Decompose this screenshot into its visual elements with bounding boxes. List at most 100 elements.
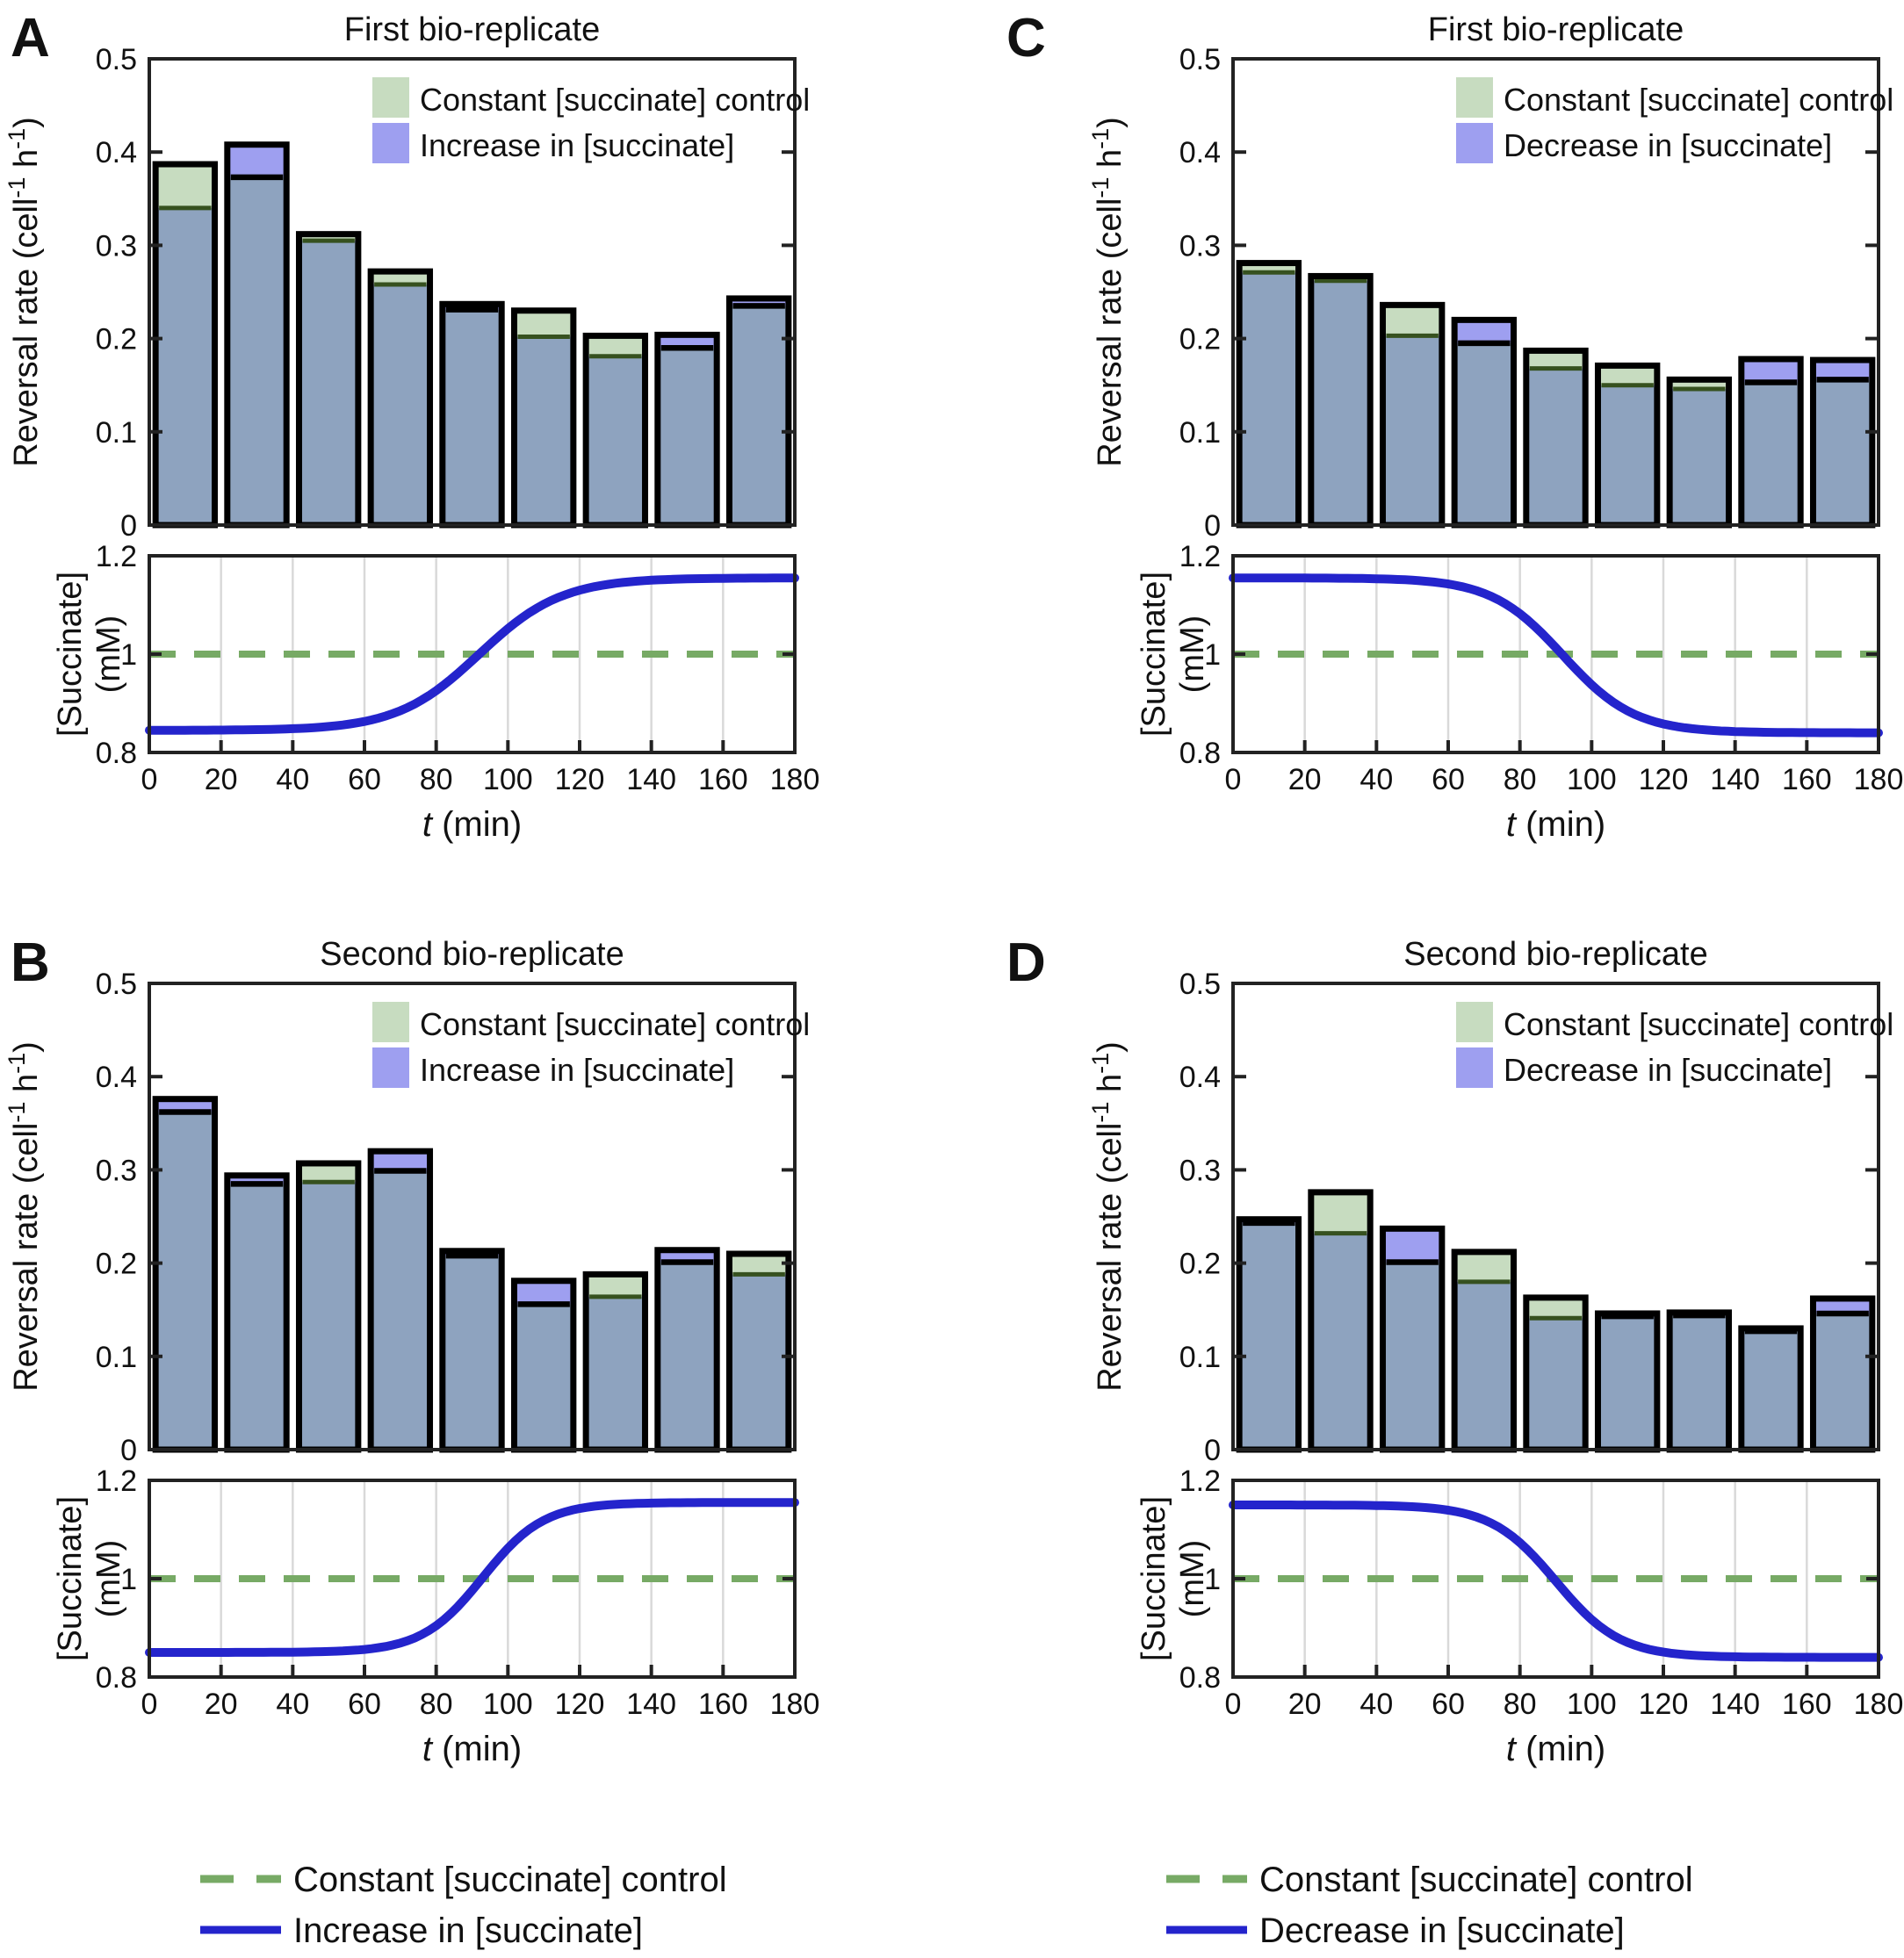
y-tick-label: 1.2 (96, 1465, 137, 1498)
bottom-legend-right: Constant [succinate] control Decrease in … (1166, 1861, 1693, 1950)
y-tick-label: 1.2 (1179, 1465, 1221, 1498)
bar-group (295, 1160, 362, 1453)
bar-overlap (442, 309, 502, 525)
bar-overlap (299, 1182, 358, 1450)
legend-swatch-control (1456, 1002, 1493, 1042)
y-tick-label: 0.3 (1179, 229, 1221, 263)
bar-overlap (155, 207, 215, 526)
bar-treatment-top (227, 144, 287, 177)
bar-group (510, 1278, 577, 1453)
bar-overlap (1670, 1315, 1729, 1450)
bar-group (1308, 272, 1374, 529)
bar-legend: Constant [succinate] control Increase in … (372, 1002, 810, 1088)
x-tick-label: 40 (1359, 1688, 1393, 1721)
bar-overlap (1813, 379, 1872, 525)
y-tick-label: 0.4 (96, 1061, 137, 1094)
panel-D: Second bio-replicate 0 0.1 0.2 0.3 0.4 0.5 Reve… (1087, 936, 1903, 1768)
succinate-x-axis-label: t (min) (422, 1730, 522, 1768)
x-tick-label: 140 (1710, 1688, 1760, 1721)
bar-group (1738, 1325, 1804, 1453)
x-tick-label: 100 (1567, 1688, 1617, 1721)
bar-group (1451, 316, 1518, 529)
bar-overlap (227, 176, 287, 525)
y-tick-label: 0.4 (1179, 136, 1221, 169)
bar-overlap (729, 1274, 789, 1450)
bar-treatment-top (1813, 1298, 1872, 1314)
succinate-y-axis-label: [Succinate] (1136, 572, 1172, 737)
x-tick-label: 120 (555, 1688, 605, 1721)
panel-A: First bio-replicate 0 0.1 0.2 0.3 0.4 0.5 Rever… (4, 11, 819, 844)
bar-overlap (1597, 1316, 1657, 1450)
bar-chart-A: First bio-replicate 0 0.1 0.2 0.3 0.4 0.5 Rever… (4, 11, 810, 543)
y-tick-label: 0.1 (1179, 416, 1221, 450)
bar-overlap (1310, 280, 1371, 525)
bar-group (1594, 362, 1661, 529)
bar-axes-box (1231, 57, 1880, 527)
bar-y-axis-label: Reversal rate (cell-1 h-1) (4, 117, 45, 467)
panel-letter-D: D (1006, 932, 1046, 993)
succinate-curve (1229, 1501, 1883, 1662)
bar-axes-box (148, 982, 797, 1451)
x-tick-label: 20 (1288, 763, 1322, 796)
bar-overlap (514, 336, 573, 525)
bottom-legend-label: Decrease in [succinate] (1259, 1911, 1625, 1950)
y-tick-label: 0.3 (96, 1154, 137, 1187)
bar-group (1738, 356, 1804, 529)
bar-group (1523, 1294, 1589, 1453)
bar-group (725, 295, 792, 529)
bar-overlap (1525, 1318, 1586, 1450)
bar-treatment-top (371, 1151, 430, 1171)
y-tick-label: 1 (1204, 1563, 1221, 1596)
x-tick-label: 40 (276, 763, 309, 796)
bar-overlap (657, 1262, 718, 1450)
bar-legend: Constant [succinate] control Decrease in … (1456, 1002, 1893, 1088)
succinate-curve (145, 1498, 799, 1657)
x-tick-label: 120 (555, 763, 605, 796)
succinate-y-axis-label: [Succinate] (52, 1496, 89, 1661)
succinate-y-axis-label: [Succinate] (1136, 1496, 1172, 1661)
bar-group (582, 332, 649, 529)
x-tick-label: 20 (1288, 1688, 1322, 1721)
bar-treatment-top (514, 1280, 573, 1305)
bar-legend: Constant [succinate] control Increase in … (372, 77, 810, 163)
succinate-y-axis-label: (mM) (90, 1540, 127, 1618)
bar-control-top (1597, 365, 1657, 385)
legend-label: Increase in [succinate] (420, 127, 734, 163)
bar-y-axis-label: Reversal rate (cell-1 h-1) (1087, 1041, 1129, 1392)
bar-control-top (1525, 350, 1586, 369)
legend-label: Constant [succinate] control (1504, 1006, 1893, 1042)
bar-control-top (299, 1163, 358, 1183)
y-tick-label: 0.5 (1179, 43, 1221, 76)
bottom-legend-left: Constant [succinate] control Increase in … (200, 1861, 727, 1950)
bar-control-top (586, 1274, 645, 1297)
bar-overlap (729, 306, 789, 525)
bar-treatment-top (1813, 360, 1872, 380)
x-tick-label: 20 (205, 763, 238, 796)
y-tick-label: 0.8 (1179, 737, 1221, 770)
bar-group (1236, 260, 1302, 529)
x-tick-label: 180 (1854, 1688, 1904, 1721)
bar-control-top (1670, 379, 1729, 389)
bar-group (439, 1248, 505, 1453)
y-tick-label: 1 (1204, 638, 1221, 672)
bottom-legend-label: Constant [succinate] control (1259, 1861, 1693, 1899)
bar-overlap (514, 1304, 573, 1450)
bar-control-top (299, 234, 358, 241)
panel-title: Second bio-replicate (320, 936, 624, 973)
bar-group (1451, 1249, 1518, 1453)
panel-B: Second bio-replicate 0 0.1 0.2 0.3 0.4 0.5 Reve… (4, 936, 819, 1768)
x-tick-label: 160 (698, 763, 748, 796)
y-tick-label: 0.5 (96, 43, 137, 76)
panel-letter-C: C (1006, 8, 1046, 68)
bar-overlap (371, 284, 430, 525)
legend-swatch-control (1456, 77, 1493, 118)
y-tick-label: 1 (120, 1563, 137, 1596)
legend-swatch-treatment (1456, 123, 1493, 163)
bar-group (1236, 1216, 1302, 1453)
legend-swatch-treatment (372, 123, 409, 163)
bar-group (152, 1096, 219, 1453)
x-tick-label: 60 (1432, 1688, 1465, 1721)
bar-overlap (1382, 1262, 1442, 1450)
